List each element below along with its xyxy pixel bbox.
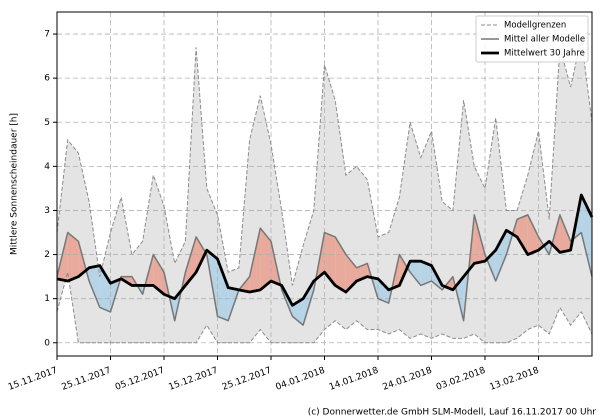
difference-area xyxy=(153,254,164,295)
difference-area xyxy=(495,230,507,282)
legend-box xyxy=(475,15,589,63)
footer: (c) Donnerwetter.de GmbH SLM-Modell, Lau… xyxy=(308,408,597,418)
difference-area xyxy=(527,214,539,255)
x-tick-label: 03.02.2018 xyxy=(435,366,487,393)
difference-area xyxy=(420,261,432,286)
x-tick-label: 15.11.2017 xyxy=(7,366,59,393)
legend-label: Mittel aller Modelle xyxy=(504,35,585,45)
difference-area xyxy=(217,258,229,321)
plot-frame xyxy=(56,11,593,357)
legend-label: Modellgrenzen xyxy=(504,21,566,31)
difference-area xyxy=(249,228,261,293)
difference-area xyxy=(410,261,421,286)
difference-area xyxy=(324,232,336,286)
difference-area xyxy=(391,254,400,289)
y-tick-label: 0 xyxy=(44,338,50,348)
x-tick-label: 05.12.2017 xyxy=(114,366,166,393)
model-bound-line xyxy=(56,38,593,286)
difference-area xyxy=(99,265,111,312)
y-tick-label: 7 xyxy=(44,30,50,40)
difference-area xyxy=(196,236,206,273)
x-tick-label: 14.01.2018 xyxy=(328,366,380,393)
difference-area xyxy=(517,214,528,255)
difference-area xyxy=(67,232,79,282)
y-tick-label: 6 xyxy=(44,74,50,84)
difference-area xyxy=(89,265,100,308)
x-tick-label: 25.12.2017 xyxy=(221,366,273,393)
y-tick-label: 5 xyxy=(44,118,50,128)
difference-area xyxy=(378,278,389,304)
y-tick-label: 1 xyxy=(44,294,50,304)
model-bound-line xyxy=(56,272,593,344)
x-tick-label: 15.12.2017 xyxy=(168,366,220,393)
y-tick-label: 2 xyxy=(44,250,50,260)
legend-label: Mittelwert 30 Jahre xyxy=(504,49,585,59)
difference-area xyxy=(260,228,271,290)
y-tick-label: 3 xyxy=(44,206,50,216)
difference-area xyxy=(559,214,571,253)
difference-area xyxy=(581,195,592,277)
y-tick-label: 4 xyxy=(44,162,50,172)
series-line xyxy=(56,193,594,307)
series-line xyxy=(56,214,593,326)
y-axis-label: Mittlere Sonnenscheindauer [h] xyxy=(10,113,20,255)
x-tick-label: 24.01.2018 xyxy=(382,366,434,393)
x-tick-label: 13.02.2018 xyxy=(489,366,541,393)
x-tick-label: 25.11.2017 xyxy=(61,366,113,393)
x-tick-label: 04.01.2018 xyxy=(275,366,327,393)
